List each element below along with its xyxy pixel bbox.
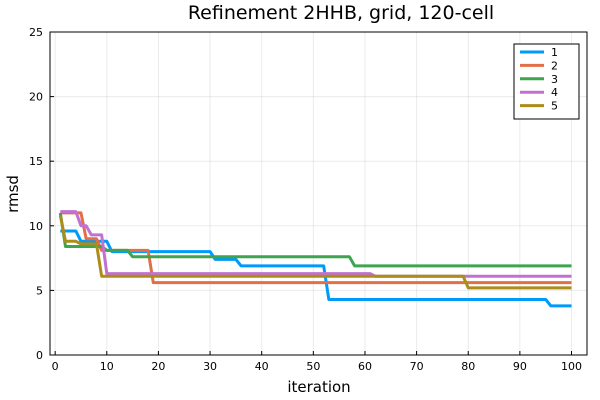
legend-box (513, 43, 580, 120)
legend-label-5: 5 (551, 100, 558, 113)
legend-label-2: 2 (551, 59, 558, 72)
series-line-3 (58, 212, 572, 268)
y-tick-label: 0 (36, 349, 43, 362)
x-tick-label: 90 (513, 360, 527, 373)
x-tick-label: 80 (461, 360, 475, 373)
x-tick-label: 100 (561, 360, 582, 373)
x-tick-label: 60 (358, 360, 372, 373)
legend-label-1: 1 (551, 46, 558, 59)
chart-title: Refinement 2HHB, grid, 120-cell (188, 2, 494, 24)
x-axis-ticks: 0 10 20 30 40 50 60 70 80 90 100 (52, 351, 582, 373)
y-axis-ticks: 0 5 10 15 20 25 (29, 26, 54, 362)
series-line-1 (60, 229, 572, 308)
y-tick-label: 10 (29, 220, 43, 233)
x-tick-label: 70 (410, 360, 424, 373)
legend-label-4: 4 (551, 86, 558, 99)
series-line-5 (58, 215, 572, 290)
x-tick-label: 0 (52, 360, 59, 373)
x-tick-label: 30 (203, 360, 217, 373)
x-tick-label: 50 (306, 360, 320, 373)
plot-frame (49, 31, 588, 356)
x-tick-label: 10 (100, 360, 114, 373)
legend-label-3: 3 (551, 73, 558, 86)
x-axis-label: iteration (287, 378, 350, 396)
y-tick-label: 20 (29, 91, 43, 104)
y-tick-label: 15 (29, 155, 43, 168)
y-tick-label: 5 (36, 284, 43, 297)
series-lines (58, 210, 572, 308)
x-tick-label: 40 (255, 360, 269, 373)
y-axis-label: rmsd (4, 175, 22, 213)
x-tick-label: 20 (151, 360, 165, 373)
grid (50, 31, 587, 356)
y-tick-label: 25 (29, 26, 43, 39)
